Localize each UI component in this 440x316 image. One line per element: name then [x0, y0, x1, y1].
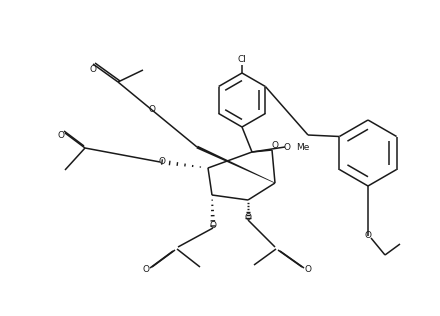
Text: O: O [364, 232, 371, 240]
Text: O: O [148, 106, 155, 114]
Text: O: O [158, 157, 165, 167]
Text: O: O [245, 214, 252, 222]
Text: O: O [58, 131, 65, 139]
Text: O: O [304, 265, 312, 275]
Text: O: O [271, 142, 279, 150]
Text: O: O [89, 64, 96, 74]
Polygon shape [196, 146, 275, 183]
Text: O: O [283, 143, 290, 151]
Text: O: O [209, 222, 216, 230]
Text: Cl: Cl [238, 54, 246, 64]
Text: O: O [143, 265, 150, 275]
Text: Me: Me [296, 143, 309, 151]
